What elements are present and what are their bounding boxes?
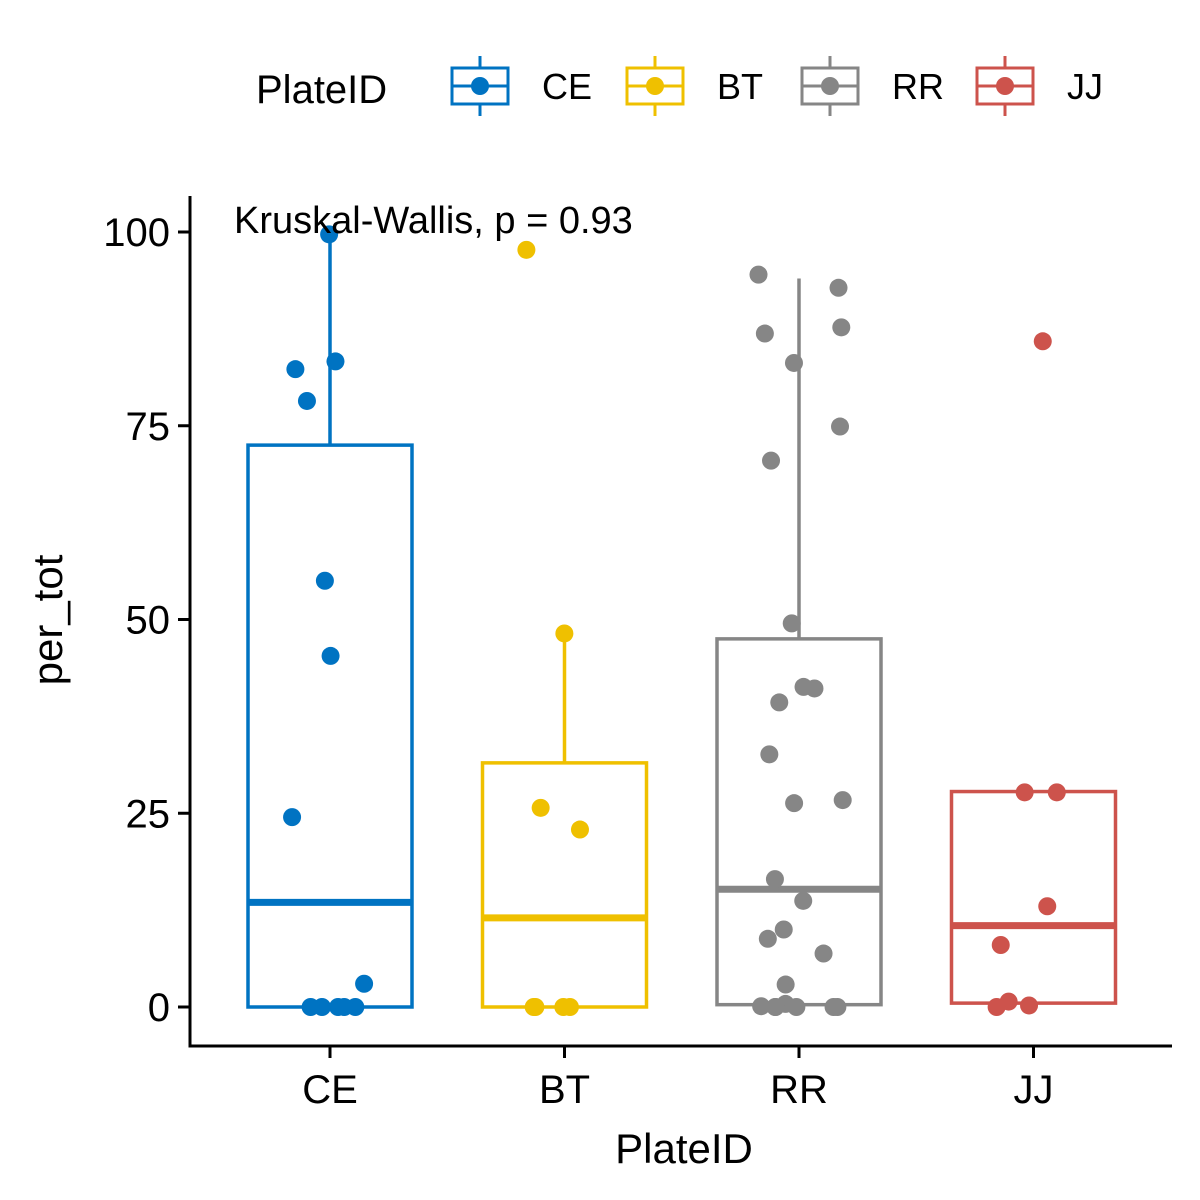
legend-label: CE [542, 66, 592, 107]
data-point [335, 998, 354, 1016]
data-point [760, 745, 779, 764]
box-body [715, 637, 883, 1007]
data-point [1047, 783, 1066, 802]
data-point [1020, 996, 1039, 1015]
legend-key-bt: BT [625, 56, 763, 116]
data-point [526, 998, 545, 1016]
x-tick-label: BT [539, 1068, 590, 1112]
x-axis-title: PlateID [615, 1125, 753, 1172]
data-point [782, 614, 801, 633]
points-bt [517, 240, 589, 1016]
box-jj [949, 789, 1118, 1005]
y-tick-label: 75 [126, 405, 171, 449]
data-point [805, 679, 824, 698]
data-point [814, 944, 833, 963]
data-point [752, 997, 771, 1016]
data-point [355, 974, 374, 993]
data-point [297, 391, 316, 410]
points-ce [283, 225, 374, 1016]
data-point [991, 936, 1010, 954]
data-point [570, 820, 589, 839]
x-tick-label: CE [302, 1068, 358, 1112]
legend-point [471, 77, 489, 95]
legend-point [996, 77, 1014, 95]
data-point [831, 417, 850, 436]
data-point [784, 353, 803, 372]
points-rr [749, 265, 852, 1016]
box-ce [246, 232, 414, 1009]
box-body [246, 443, 414, 1009]
data-point [762, 451, 781, 470]
x-tick-label: RR [770, 1068, 828, 1112]
data-point [824, 998, 843, 1016]
data-point [315, 571, 334, 590]
box-body [480, 761, 649, 1009]
legend-point [646, 77, 664, 95]
legend-point [821, 77, 839, 95]
points-jj [987, 332, 1066, 1016]
data-point [758, 929, 777, 948]
y-tick-label: 50 [126, 599, 171, 643]
data-point [555, 624, 574, 643]
data-point [755, 324, 774, 343]
data-point [766, 998, 785, 1016]
x-tick-label: JJ [1014, 1068, 1054, 1112]
data-point [794, 891, 813, 910]
data-point [301, 998, 320, 1016]
y-tick-label: 0 [148, 986, 170, 1030]
data-point [320, 225, 339, 244]
data-point [765, 870, 784, 889]
box-rr [715, 278, 883, 1007]
data-point [321, 646, 340, 665]
data-point [776, 975, 795, 994]
legend-key-ce: CE [450, 56, 592, 116]
legend-label: BT [717, 66, 763, 107]
data-point [774, 920, 793, 939]
legend-label: JJ [1067, 66, 1103, 107]
data-point [829, 278, 848, 297]
data-point [785, 794, 804, 813]
data-point [286, 360, 305, 379]
legend-label: RR [892, 66, 944, 107]
legend: PlateID CE BT RR JJ [256, 56, 1103, 116]
data-point [531, 798, 550, 817]
data-point [833, 791, 852, 810]
kruskal-wallis-annotation: Kruskal-Wallis, p = 0.93 [234, 200, 633, 242]
data-point [987, 998, 1006, 1016]
data-point [770, 693, 789, 712]
data-point [326, 352, 345, 371]
legend-key-rr: RR [800, 56, 944, 116]
data-point [1033, 332, 1052, 351]
data-point [283, 808, 302, 827]
data-point [1038, 897, 1057, 916]
legend-title: PlateID [256, 68, 387, 112]
y-axis-title: per_tot [24, 554, 71, 685]
box-body [949, 789, 1118, 1005]
box-bt [480, 635, 649, 1009]
legend-key-jj: JJ [975, 56, 1103, 116]
data-point [749, 265, 768, 284]
y-tick-label: 25 [126, 792, 171, 836]
data-point [517, 240, 536, 259]
data-point [832, 318, 851, 337]
data-point [787, 998, 806, 1016]
data-point [554, 998, 573, 1016]
y-tick-label: 100 [103, 211, 170, 255]
data-point [1015, 783, 1034, 802]
